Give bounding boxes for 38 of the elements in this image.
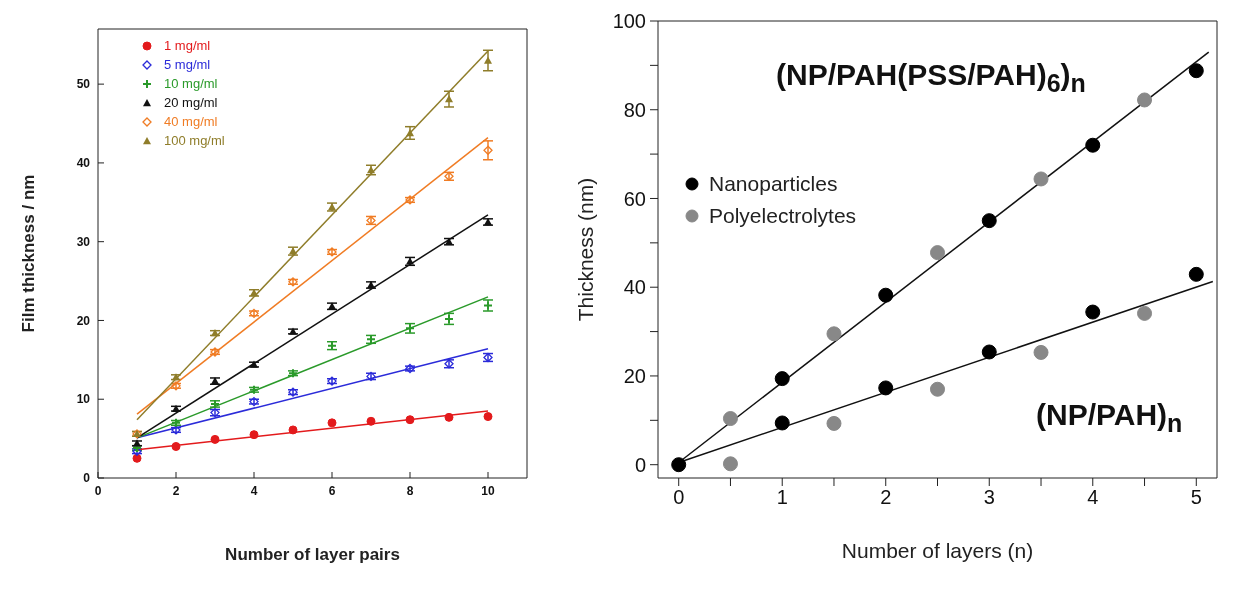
x-axis-title: Number of layers (n) — [841, 539, 1034, 562]
x-tick-label: 10 — [481, 483, 495, 498]
y-tick-label: 60 — [623, 187, 646, 210]
y-axis-title: Thickness (nm) — [574, 177, 598, 322]
x-tick-label: 0 — [94, 483, 102, 498]
legend-label: 20 mg/ml — [164, 94, 218, 112]
legend-label: Polyelectrolytes — [709, 203, 857, 229]
x-tick-label: 2 — [172, 483, 180, 498]
y-tick-label: 50 — [76, 77, 91, 92]
x-tick-label: 5 — [1190, 486, 1202, 509]
y-tick-label: 0 — [83, 471, 91, 486]
y-axis-title: Film thickness / nm — [19, 174, 39, 333]
legend-label: 100 mg/ml — [164, 132, 225, 150]
y-tick-label: 20 — [76, 313, 91, 328]
y-tick-label: 20 — [623, 365, 646, 388]
y-tick-label: 80 — [623, 98, 646, 121]
y-tick-label: 0 — [634, 453, 646, 476]
x-tick-label: 2 — [880, 486, 892, 509]
x-tick-label: 8 — [406, 483, 414, 498]
y-tick-label: 10 — [76, 392, 91, 407]
x-tick-label: 1 — [776, 486, 788, 509]
y-tick-label: 100 — [612, 10, 646, 33]
x-tick-label: 0 — [673, 486, 685, 509]
legend-label: 40 mg/ml — [164, 113, 218, 131]
legend-label: 1 mg/ml — [164, 37, 211, 55]
legend-label: Nanoparticles — [709, 171, 838, 197]
legend-label: 10 mg/ml — [164, 75, 218, 93]
y-tick-label: 40 — [76, 156, 91, 171]
y-tick-label: 40 — [623, 276, 646, 299]
annotation: (NP/PAH)$_{n}$ — [1035, 398, 1183, 438]
x-axis-title: Number of layer pairs — [225, 545, 400, 564]
x-tick-label: 4 — [250, 483, 258, 498]
x-tick-label: 3 — [983, 486, 995, 509]
x-tick-label: 4 — [1087, 486, 1099, 509]
x-tick-label: 6 — [328, 483, 336, 498]
legend-label: 5 mg/ml — [164, 56, 211, 74]
y-tick-label: 30 — [76, 234, 91, 249]
annotation: (NP/PAH(PSS/PAH)$_{6}$)$_{n}$ — [776, 58, 1086, 98]
